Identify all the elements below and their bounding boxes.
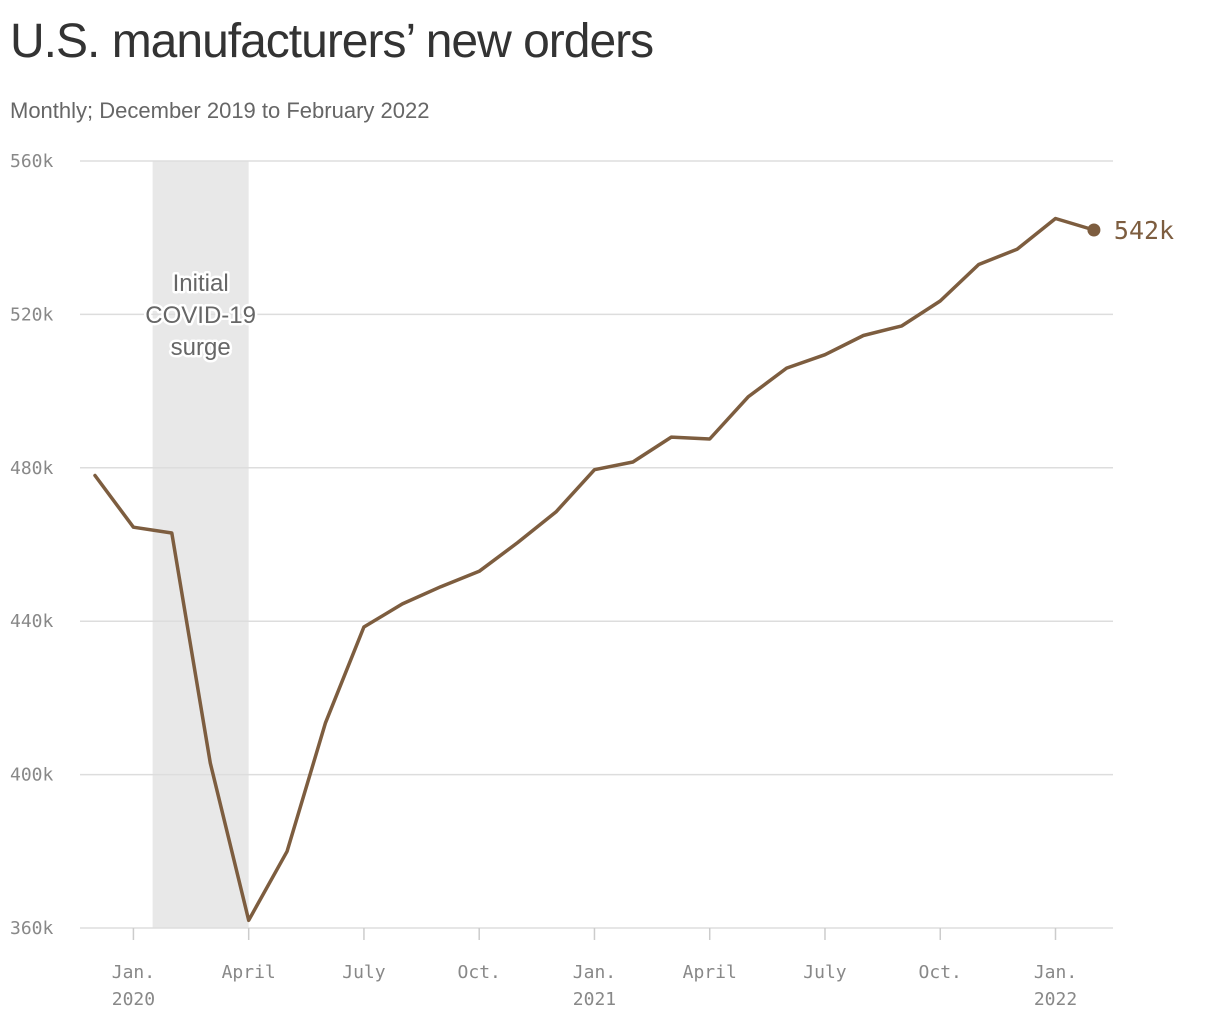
x-tick-label: Jan. 2021	[573, 962, 616, 1010]
x-tick-label: April	[222, 962, 276, 983]
x-tick-label: Jan. 2022	[1034, 962, 1077, 1010]
x-tick-label: Oct.	[919, 962, 962, 983]
x-tick-label: July	[803, 962, 847, 983]
chart-subtitle: Monthly; December 2019 to February 2022	[10, 98, 430, 123]
y-tick-label: 520k	[10, 304, 54, 325]
x-tick-label: April	[683, 962, 737, 983]
series-line	[93, 216, 1096, 923]
annotation-layer: 542k Initial COVID-19 surge	[143, 216, 1174, 363]
end-value-label: 542k	[1114, 216, 1174, 245]
x-tick-label: Oct.	[458, 962, 501, 983]
y-tick-label: 360k	[10, 918, 54, 939]
series-layer	[93, 216, 1101, 923]
shaded-region	[152, 161, 249, 928]
x-axis: Jan. 2020 April July Oct. Jan. 2021 April July Oc…	[112, 928, 1077, 1010]
x-tick-label: July	[342, 962, 386, 983]
y-axis: 360k 400k 440k 480k 520k 560k	[10, 151, 54, 939]
shaded-region-layer	[152, 161, 249, 928]
x-tick-label: Jan. 2020	[112, 962, 155, 1010]
end-point-marker	[1087, 223, 1101, 237]
y-tick-label: 560k	[10, 151, 54, 172]
y-tick-label: 480k	[10, 458, 54, 479]
y-tick-label: 400k	[10, 765, 54, 786]
chart-title: U.S. manufacturers’ new orders	[10, 15, 654, 68]
shaded-region-label: Initial COVID-19 surge	[145, 270, 256, 361]
y-tick-label: 440k	[10, 611, 54, 632]
